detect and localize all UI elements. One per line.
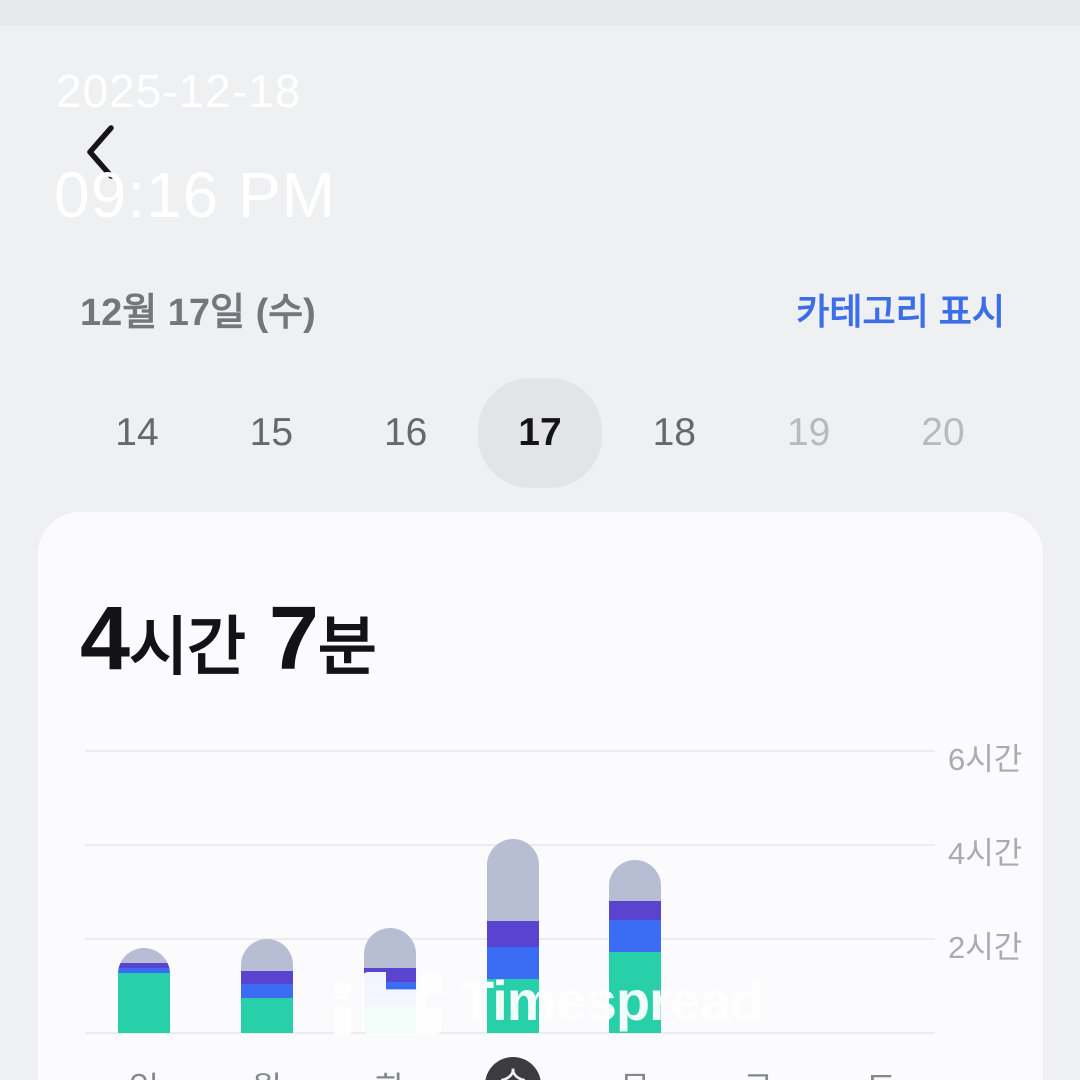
stacked-bar-목[interactable] xyxy=(609,860,661,1033)
show-categories-link[interactable]: 카테고리 표시 xyxy=(796,291,1005,332)
stacked-bar-화[interactable] xyxy=(364,928,416,1033)
date-item-18[interactable]: 18 xyxy=(652,411,696,454)
total-minutes-unit: 분 xyxy=(317,611,377,683)
total-minutes-number: 7 xyxy=(268,589,319,689)
total-usage-title: 4시간 7분 xyxy=(80,588,377,691)
day-label-일[interactable]: 일 xyxy=(104,1062,184,1080)
gridline-0h xyxy=(85,1032,935,1034)
segment-blue xyxy=(241,984,293,998)
date-item-19[interactable]: 19 xyxy=(786,411,831,454)
overlay-date-text: 2025-12-18 xyxy=(56,65,302,117)
day-label-월[interactable]: 월 xyxy=(227,1062,307,1080)
date-item-16[interactable]: 16 xyxy=(383,411,428,454)
segment-blue xyxy=(364,982,416,1006)
segment-teal xyxy=(241,997,293,1033)
gridline-6h xyxy=(85,750,935,752)
segment-purple xyxy=(241,971,293,985)
segment-purple xyxy=(609,901,661,921)
segment-blue xyxy=(609,920,661,952)
total-hours-value: 4 xyxy=(80,589,130,689)
y-tick-label: 4시간 xyxy=(948,836,1023,871)
day-label-수: 수 xyxy=(498,1057,528,1080)
total-minutes-value xyxy=(245,589,269,689)
segment-blue xyxy=(487,946,539,980)
y-tick-label: 2시간 xyxy=(948,930,1023,965)
day-label-화[interactable]: 화 xyxy=(350,1062,430,1080)
day-label-토[interactable]: 토 xyxy=(841,1062,921,1080)
back-button[interactable] xyxy=(78,122,122,182)
segment-lavender xyxy=(364,928,416,969)
stacked-bar-수[interactable] xyxy=(487,839,539,1033)
header-date-label: 12월 17일 (수) xyxy=(80,292,316,334)
usage-card xyxy=(38,512,1043,1080)
segment-blue xyxy=(118,968,170,974)
segment-lavender xyxy=(118,948,170,964)
segment-purple xyxy=(364,968,416,983)
date-selector: 14 15 16 17 18 19 20 xyxy=(75,378,1005,488)
stacked-bar-일[interactable] xyxy=(118,948,170,1033)
date-item-14[interactable]: 14 xyxy=(115,411,159,454)
stacked-bar-월[interactable] xyxy=(241,939,293,1033)
segment-teal xyxy=(364,1006,416,1033)
total-hours-unit: 시간 xyxy=(129,611,246,683)
chevron-left-icon xyxy=(87,125,114,179)
segment-teal xyxy=(118,973,170,1033)
status-bar-strip xyxy=(0,0,1080,26)
selected-day-circle[interactable]: 수 xyxy=(485,1057,541,1080)
date-item-17[interactable]: 17 xyxy=(477,378,602,488)
overlay-time-text: 09:16 PM xyxy=(54,159,336,231)
segment-lavender xyxy=(609,860,661,902)
date-item-15[interactable]: 15 xyxy=(249,411,294,454)
segment-lavender xyxy=(487,839,539,921)
segment-teal xyxy=(609,951,661,1033)
day-label-금[interactable]: 금 xyxy=(718,1062,798,1080)
date-item-20[interactable]: 20 xyxy=(921,411,965,454)
segment-purple xyxy=(118,963,170,969)
segment-purple xyxy=(487,920,539,947)
day-label-목[interactable]: 목 xyxy=(595,1062,675,1080)
y-tick-label: 6시간 xyxy=(948,742,1023,777)
segment-teal xyxy=(487,979,539,1033)
